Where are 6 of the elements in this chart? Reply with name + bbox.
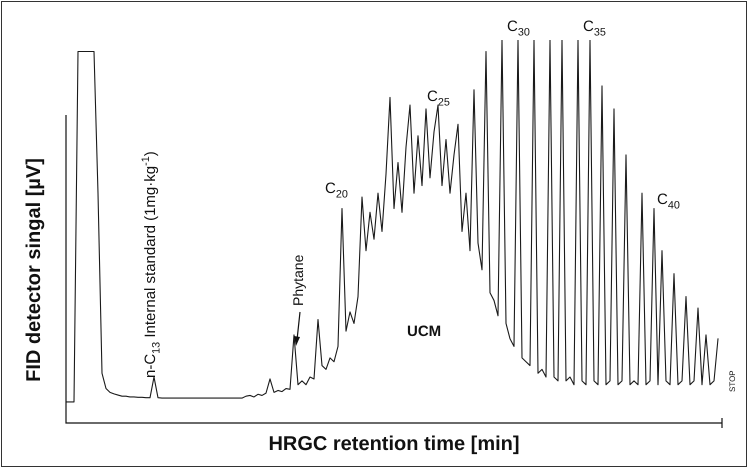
annotation: Phytane: [290, 254, 306, 306]
text: STOP: [728, 370, 737, 392]
x-axis-title: HRGC retention time [min]: [268, 433, 520, 455]
annotation: n-C13 Internal standard (1mg·kg-1): [140, 151, 162, 378]
y-axis-title: FID detector singal [µV]: [23, 158, 45, 382]
annotation: UCM: [407, 323, 442, 340]
